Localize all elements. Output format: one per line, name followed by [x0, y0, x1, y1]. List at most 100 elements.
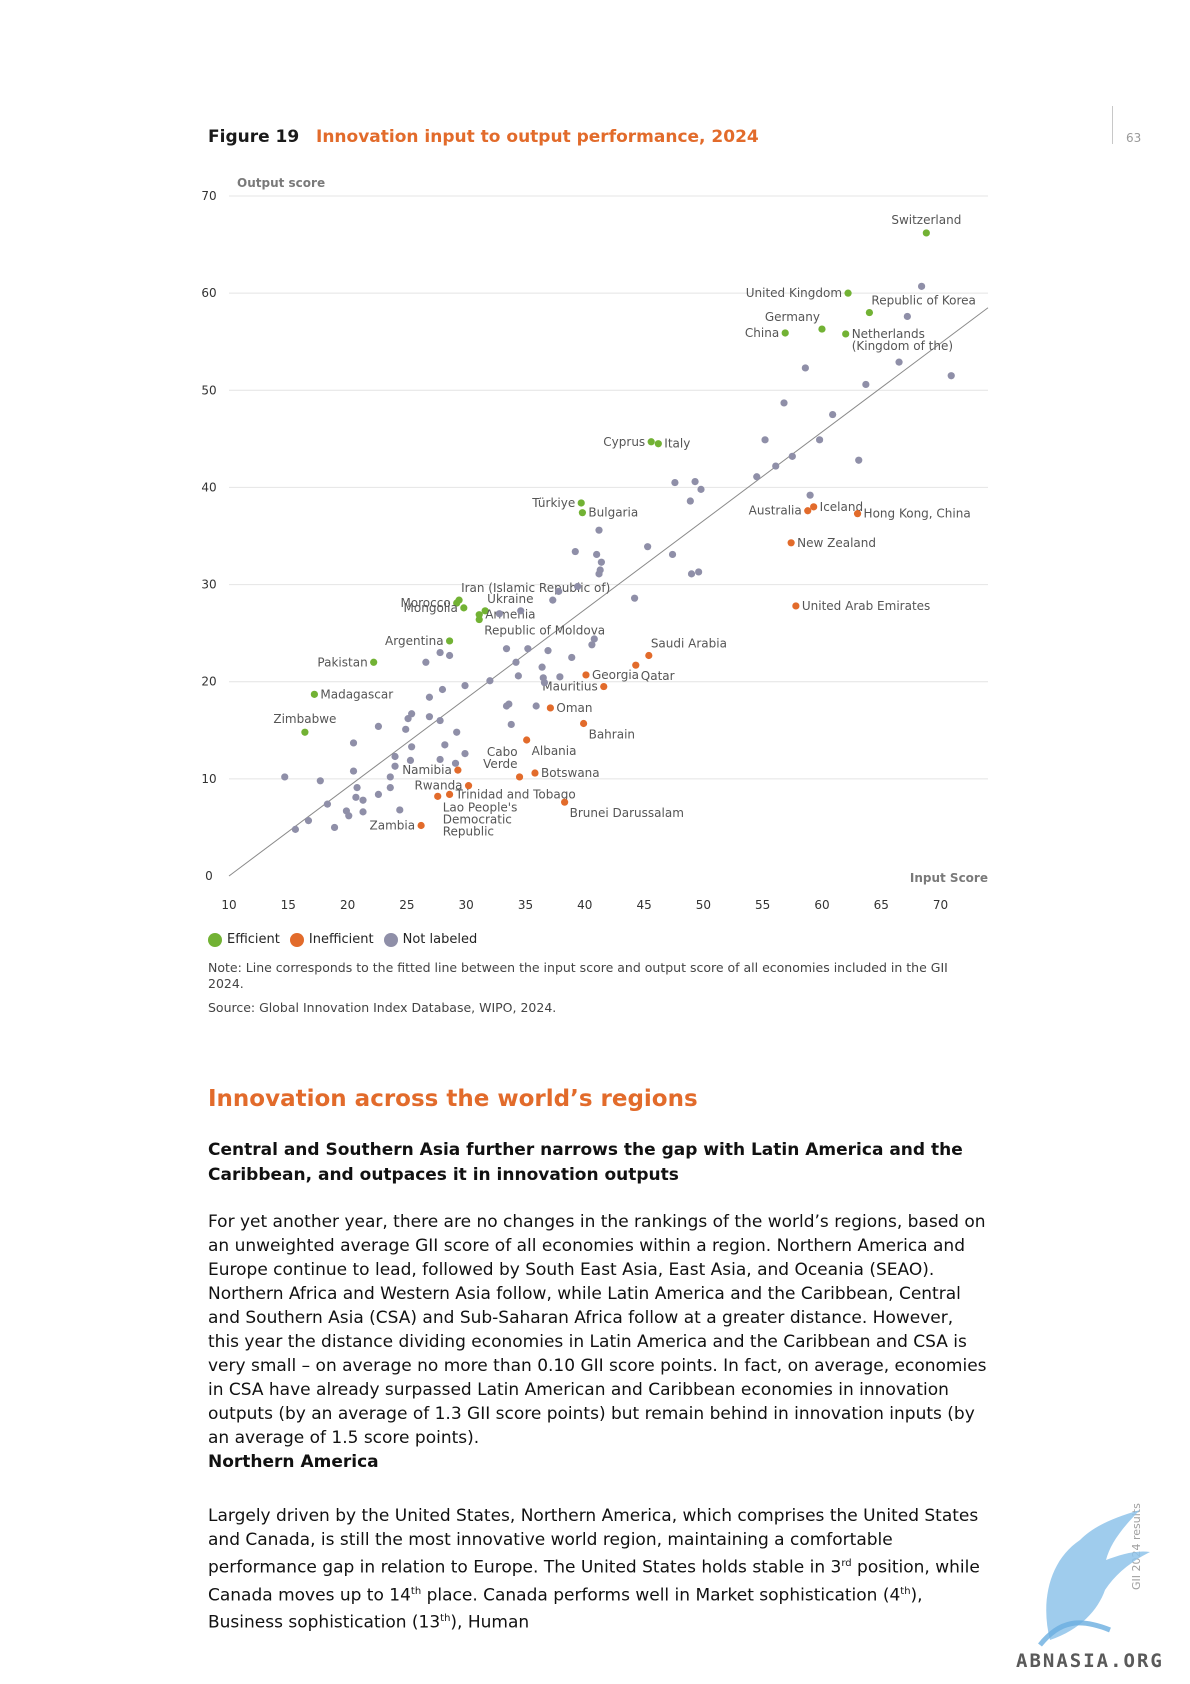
point-label-line: Republic of Moldova — [484, 624, 605, 638]
data-point — [546, 704, 554, 712]
data-point — [787, 539, 795, 547]
data-point — [922, 229, 930, 237]
data-point — [352, 793, 360, 801]
data-point — [829, 410, 837, 419]
point-label-line: New Zealand — [797, 536, 876, 550]
point-label-line: Mauritius — [542, 680, 597, 694]
chart-legend: Efficient Inefficient Not labeled — [208, 932, 477, 947]
point-label: United Arab Emirates — [802, 599, 930, 613]
point-label-line: Democratic — [443, 812, 512, 826]
data-point — [588, 641, 596, 649]
y-tick-label: 20 — [201, 675, 216, 689]
data-point — [425, 713, 434, 721]
data-point — [531, 769, 539, 777]
data-point — [441, 741, 449, 749]
point-label: Ukraine — [487, 592, 533, 606]
data-point — [947, 372, 955, 380]
point-label: Namibia — [402, 763, 452, 777]
point-label: Armenia — [485, 608, 535, 622]
data-point — [590, 635, 598, 643]
point-label: Australia — [749, 504, 802, 518]
point-label: Lao People's Democratic Republic — [443, 800, 518, 838]
data-point — [453, 599, 461, 607]
data-point — [917, 282, 926, 290]
data-point — [540, 679, 549, 687]
data-point — [544, 647, 552, 655]
data-point — [425, 693, 434, 701]
data-point — [671, 478, 679, 487]
data-point — [524, 645, 532, 653]
data-point — [645, 651, 653, 660]
point-label: Zimbabwe — [273, 712, 336, 726]
data-point — [556, 673, 564, 681]
point-label-line: Saudi Arabia — [651, 636, 727, 650]
data-point — [568, 653, 576, 662]
data-point — [391, 752, 399, 761]
body-paragraph-northern-america: Largely driven by the United States, Nor… — [208, 1504, 988, 1635]
point-label-line: Botswana — [541, 766, 600, 780]
data-point — [753, 473, 761, 481]
legend-swatch-not-labeled — [383, 932, 398, 947]
data-point — [695, 568, 703, 576]
data-point — [396, 806, 404, 814]
data-point — [788, 452, 796, 460]
y-tick-label: 60 — [201, 286, 216, 300]
data-point — [687, 570, 696, 578]
data-point — [578, 509, 587, 517]
data-point — [408, 743, 416, 751]
point-label-line: Mongolia — [404, 601, 458, 615]
point-label-line: Republic — [443, 824, 494, 838]
data-point — [804, 507, 812, 515]
point-label-line: Namibia — [402, 763, 452, 777]
x-tick-label: 10 — [221, 898, 236, 912]
data-point — [582, 671, 590, 679]
data-point — [818, 325, 826, 333]
point-label: Morocco — [400, 596, 450, 610]
data-point — [475, 615, 483, 624]
point-label: Rwanda — [414, 779, 462, 793]
point-label: Zambia — [370, 818, 416, 832]
x-tick-label: 45 — [636, 898, 651, 912]
x-tick-label: 60 — [814, 898, 829, 912]
data-point — [514, 672, 522, 680]
point-label: Mongolia — [404, 601, 458, 615]
point-label: Iceland — [820, 500, 863, 514]
point-label-line: Verde — [483, 757, 517, 771]
data-point — [691, 478, 699, 486]
data-point — [386, 784, 394, 792]
text-run: ), Human — [450, 1612, 530, 1633]
data-point — [370, 658, 378, 666]
point-label-line: (Kingdom of the) — [852, 339, 953, 353]
point-label-line: Bulgaria — [588, 506, 638, 520]
point-label: Qatar — [641, 669, 675, 683]
data-point — [502, 645, 511, 653]
point-label-line: Georgia — [592, 668, 639, 682]
x-tick-label: 50 — [696, 898, 711, 912]
point-label-line: Qatar — [641, 669, 675, 683]
point-label: Italy — [664, 437, 690, 451]
point-label: Bahrain — [589, 727, 635, 741]
point-label-line: Argentina — [385, 634, 444, 648]
data-point — [402, 725, 410, 733]
point-label: Türkiye — [531, 496, 575, 510]
subheading: Central and Southern Asia further narrow… — [208, 1140, 963, 1185]
point-label-line: United Kingdom — [746, 286, 842, 300]
data-point — [304, 817, 313, 825]
data-point — [434, 792, 442, 800]
point-label: Saudi Arabia — [651, 636, 727, 650]
y-axis-title: Output score — [237, 176, 325, 190]
fitted-line — [228, 307, 989, 877]
data-point — [801, 364, 809, 372]
point-label: China — [745, 326, 779, 340]
scatter-chart: 0 10 20 30 40 50 60 70 10 15 20 25 30 35 40 45 50 55 60 65 7… — [201, 176, 989, 912]
data-point — [461, 682, 469, 690]
legend-label-not-labeled: Not labeled — [402, 932, 478, 947]
data-point — [772, 462, 780, 470]
point-label: Brunei Darussalam — [570, 806, 684, 820]
data-point — [345, 812, 353, 820]
ordinal-suffix: th — [440, 1613, 451, 1625]
data-point — [574, 582, 582, 591]
point-label: New Zealand — [797, 536, 876, 550]
point-label: Madagascar — [320, 687, 393, 701]
point-label-line: Bahrain — [589, 727, 635, 741]
